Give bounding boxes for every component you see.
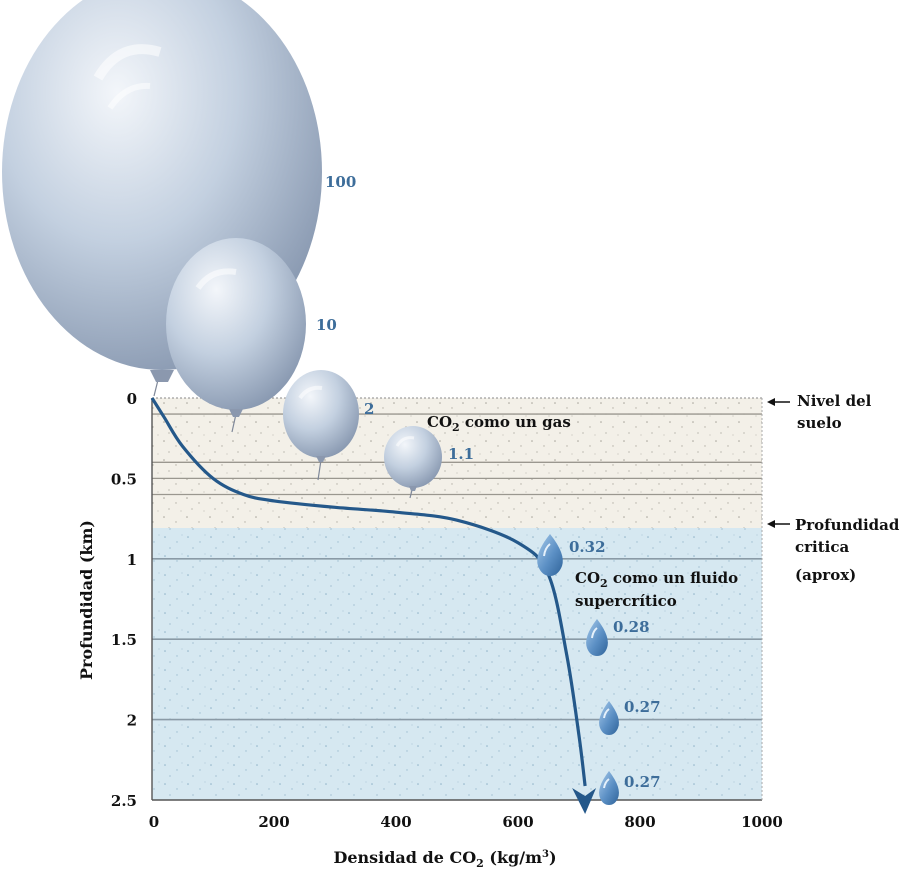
- y-tick-label: 0.5: [111, 470, 137, 488]
- x-tick-label: 800: [624, 813, 655, 831]
- balloon-10-label: 10: [316, 316, 337, 334]
- balloon-100-label: 100: [325, 173, 356, 191]
- x-tick-label: 400: [380, 813, 411, 831]
- droplet-0-27-b: [599, 771, 619, 805]
- gas-phase-label: CO2 como un gas: [427, 413, 571, 434]
- strata-lines: [152, 413, 762, 721]
- x-tick-label: 1000: [741, 813, 783, 831]
- y-tick-label: 1: [127, 551, 137, 569]
- density-curve: [150, 397, 587, 787]
- curve-arrowhead: [572, 788, 597, 814]
- y-tick-label: 1.5: [111, 631, 137, 649]
- x-tick-label: 0: [149, 813, 159, 831]
- y-axis-label: Profundidad (km): [77, 520, 96, 680]
- ground-level-callout: Nivel del suelo: [767, 392, 872, 432]
- balloon-1-1-label: 1.1: [448, 445, 474, 463]
- critical-depth-label-line3: (aprox): [795, 566, 856, 584]
- droplet-0-32: [537, 534, 563, 576]
- droplet-0-28: [586, 619, 608, 656]
- critical-depth-label-line1: Profundidad: [795, 516, 900, 534]
- balloon-10: [166, 238, 306, 433]
- y-tick-label: 2.5: [111, 792, 137, 810]
- x-tick-label: 200: [258, 813, 289, 831]
- droplet-0-27-b-label: 0.27: [624, 773, 661, 791]
- fluid-phase-label: CO2 como un fluido: [575, 569, 738, 590]
- droplet-0-32-label: 0.32: [569, 538, 606, 556]
- fluid-phase-label-line2: supercrítico: [575, 592, 677, 610]
- y-tick-label: 2: [127, 712, 137, 730]
- ground-level-label-line1: Nivel del: [797, 392, 872, 410]
- ground-level-label-line2: suelo: [797, 414, 842, 432]
- x-tick-label: 600: [502, 813, 533, 831]
- x-axis-label: Densidad de CO2 (kg/m3): [333, 848, 556, 870]
- droplet-0-27-a-label: 0.27: [624, 698, 661, 716]
- critical-depth-label-line2: critica: [795, 538, 849, 556]
- balloon-2: [283, 370, 359, 481]
- droplet-0-27-a: [599, 701, 619, 735]
- x-axis-ticks: 0 200 400 600 800 1000: [149, 813, 783, 831]
- gas-zone: [152, 398, 762, 528]
- y-axis-ticks: 0 0.5 1 1.5 2 2.5: [111, 390, 137, 810]
- droplet-0-28-label: 0.28: [613, 618, 650, 636]
- critical-depth-callout: Profundidad critica (aprox): [767, 516, 900, 584]
- y-tick-label: 0: [127, 390, 137, 408]
- balloon-2-label: 2: [364, 400, 374, 418]
- balloon-1-1: [384, 426, 442, 499]
- supercritical-zone: [152, 528, 762, 800]
